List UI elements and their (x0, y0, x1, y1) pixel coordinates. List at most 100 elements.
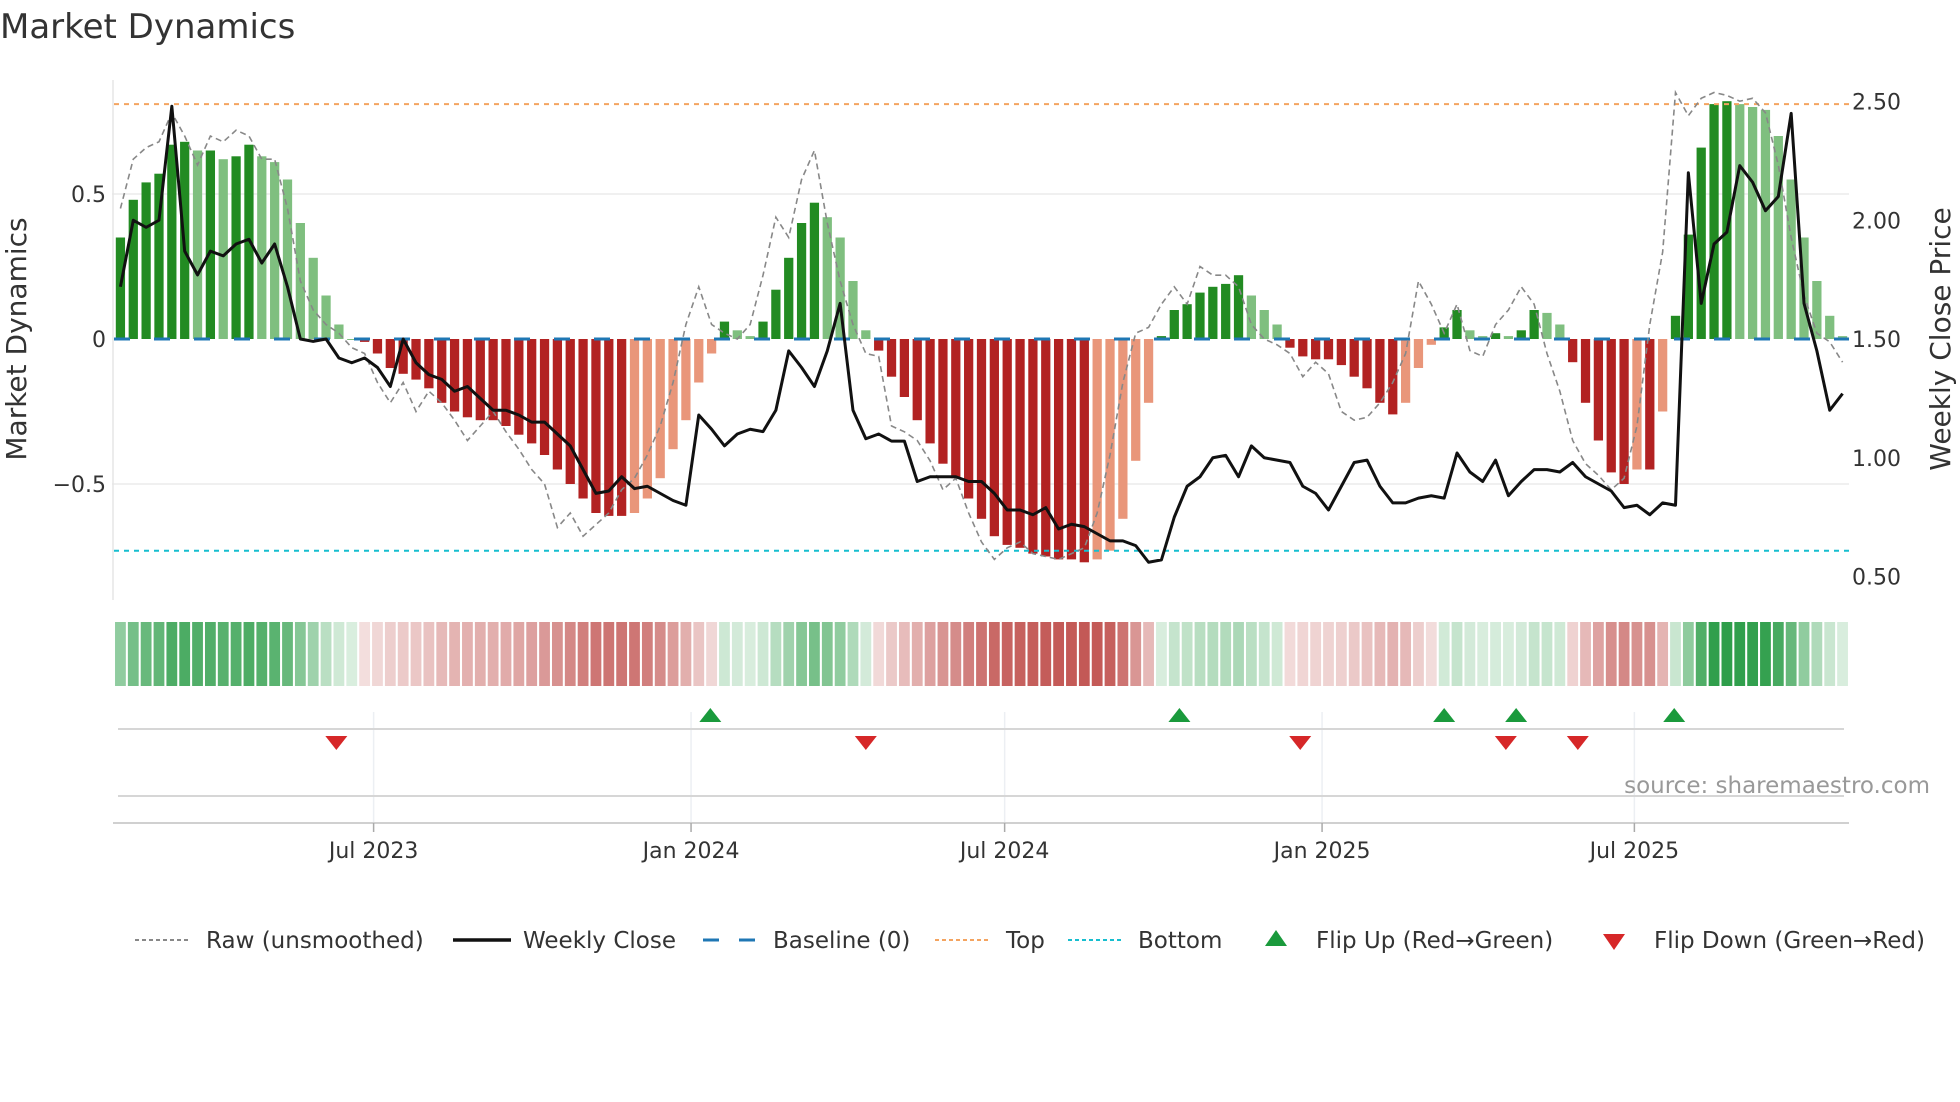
heat-cell (1194, 622, 1206, 686)
heat-cell (1747, 622, 1759, 686)
heat-cell (834, 622, 846, 686)
heat-cell (1528, 622, 1540, 686)
dynamics-bar (154, 173, 164, 339)
dynamics-bar (475, 339, 485, 421)
flip-up-marker (699, 708, 722, 722)
dynamics-bar (1272, 324, 1282, 339)
dynamics-bar (1182, 304, 1192, 339)
heat-cell (1284, 622, 1296, 686)
dynamics-bar (1053, 339, 1064, 560)
flip-down-marker (325, 736, 348, 750)
heat-cell (269, 622, 281, 686)
heat-cell (1567, 622, 1579, 686)
flip-down-marker (1494, 736, 1517, 750)
heat-cell (744, 622, 756, 686)
dynamics-bar (1388, 339, 1398, 415)
heat-cell (551, 622, 563, 686)
dynamics-bar (437, 339, 447, 403)
heat-cell (1117, 622, 1129, 686)
heat-cell (1361, 622, 1373, 686)
heat-cell (706, 622, 718, 686)
dynamics-bar (1747, 107, 1758, 339)
heat-cell (950, 622, 962, 686)
heat-cell (1091, 622, 1103, 686)
legend-label: Raw (unsmoothed) (206, 928, 424, 954)
dynamics-bar (1645, 339, 1655, 470)
heat-cell (1168, 622, 1180, 686)
dynamics-bar (552, 339, 563, 470)
heat-cell (384, 622, 396, 686)
legend-label: Top (1005, 928, 1045, 954)
dynamics-bar (1375, 339, 1385, 403)
heat-cell (616, 622, 628, 686)
heat-cell (526, 622, 538, 686)
dynamics-bar (578, 339, 588, 499)
heat-cell (1310, 622, 1322, 686)
heat-cell (924, 622, 936, 686)
heat-cell (192, 622, 203, 686)
dynamics-bar (1028, 339, 1038, 554)
heat-cell (1348, 622, 1360, 686)
heat-cell (821, 622, 833, 686)
heat-cell (1670, 622, 1681, 686)
dynamics-bar (1503, 336, 1514, 339)
x-tick-label: Jul 2023 (327, 839, 419, 864)
heat-cell (976, 622, 987, 686)
dynamics-bar (462, 339, 473, 418)
heat-cell (1605, 622, 1617, 686)
heat-cell (140, 622, 152, 686)
dynamics-bar (771, 289, 781, 339)
heat-cell (1040, 622, 1052, 686)
heat-cell (436, 622, 448, 686)
dynamics-bar (488, 339, 498, 421)
left-y-tick-label: 0 (92, 328, 106, 353)
heat-cell (1785, 622, 1797, 686)
heat-cell (783, 622, 795, 686)
right-y-tick-label: 2.00 (1852, 209, 1901, 234)
flip-up-marker (1433, 708, 1456, 722)
dynamics-bar (257, 156, 267, 339)
dynamics-bar (886, 339, 897, 377)
dynamics-bar (1709, 104, 1719, 339)
legend-label: Flip Down (Green→Red) (1654, 928, 1925, 954)
dynamics-bar (1066, 339, 1077, 560)
dynamics-bar (1285, 339, 1295, 348)
heat-cell (603, 622, 615, 686)
heat-cell (1014, 622, 1026, 686)
heat-cell (770, 622, 782, 686)
dynamics-bar (1311, 339, 1321, 360)
right-y-tick-label: 1.00 (1852, 447, 1901, 472)
dynamics-bar (989, 339, 999, 537)
heat-cell (1104, 622, 1116, 686)
dynamics-bar (270, 162, 280, 339)
heat-cell (1207, 622, 1219, 686)
heat-cell (1181, 622, 1193, 686)
raw-line (119, 89, 1844, 561)
heat-cell (911, 622, 923, 686)
dynamics-bar (231, 156, 241, 339)
dynamics-bar (1336, 339, 1346, 366)
flip-up-marker (1168, 708, 1191, 722)
dynamics-bar (1002, 339, 1012, 545)
heat-cell (1323, 622, 1334, 686)
heat-cell (1245, 622, 1257, 686)
right-y-axis-label: Weekly Close Price (1924, 207, 1957, 470)
dynamics-bar (1580, 339, 1591, 403)
dynamics-bar (449, 339, 460, 412)
dynamics-bar (1079, 339, 1089, 563)
heat-cell (1053, 622, 1065, 686)
dynamics-bar (411, 339, 421, 380)
left-y-axis-label: Market Dynamics (0, 217, 33, 460)
heat-cell (333, 622, 345, 686)
dynamics-bar (1349, 339, 1359, 377)
heat-cell (667, 622, 679, 686)
heat-cell (1682, 622, 1694, 686)
dynamics-bar (1670, 315, 1681, 339)
dynamics-bar (1606, 339, 1616, 473)
heat-cell (1708, 622, 1720, 686)
right-y-tick-label: 2.50 (1852, 91, 1901, 116)
heat-cell (410, 622, 422, 686)
dynamics-bar (1722, 101, 1732, 339)
dynamics-bar (308, 257, 318, 339)
